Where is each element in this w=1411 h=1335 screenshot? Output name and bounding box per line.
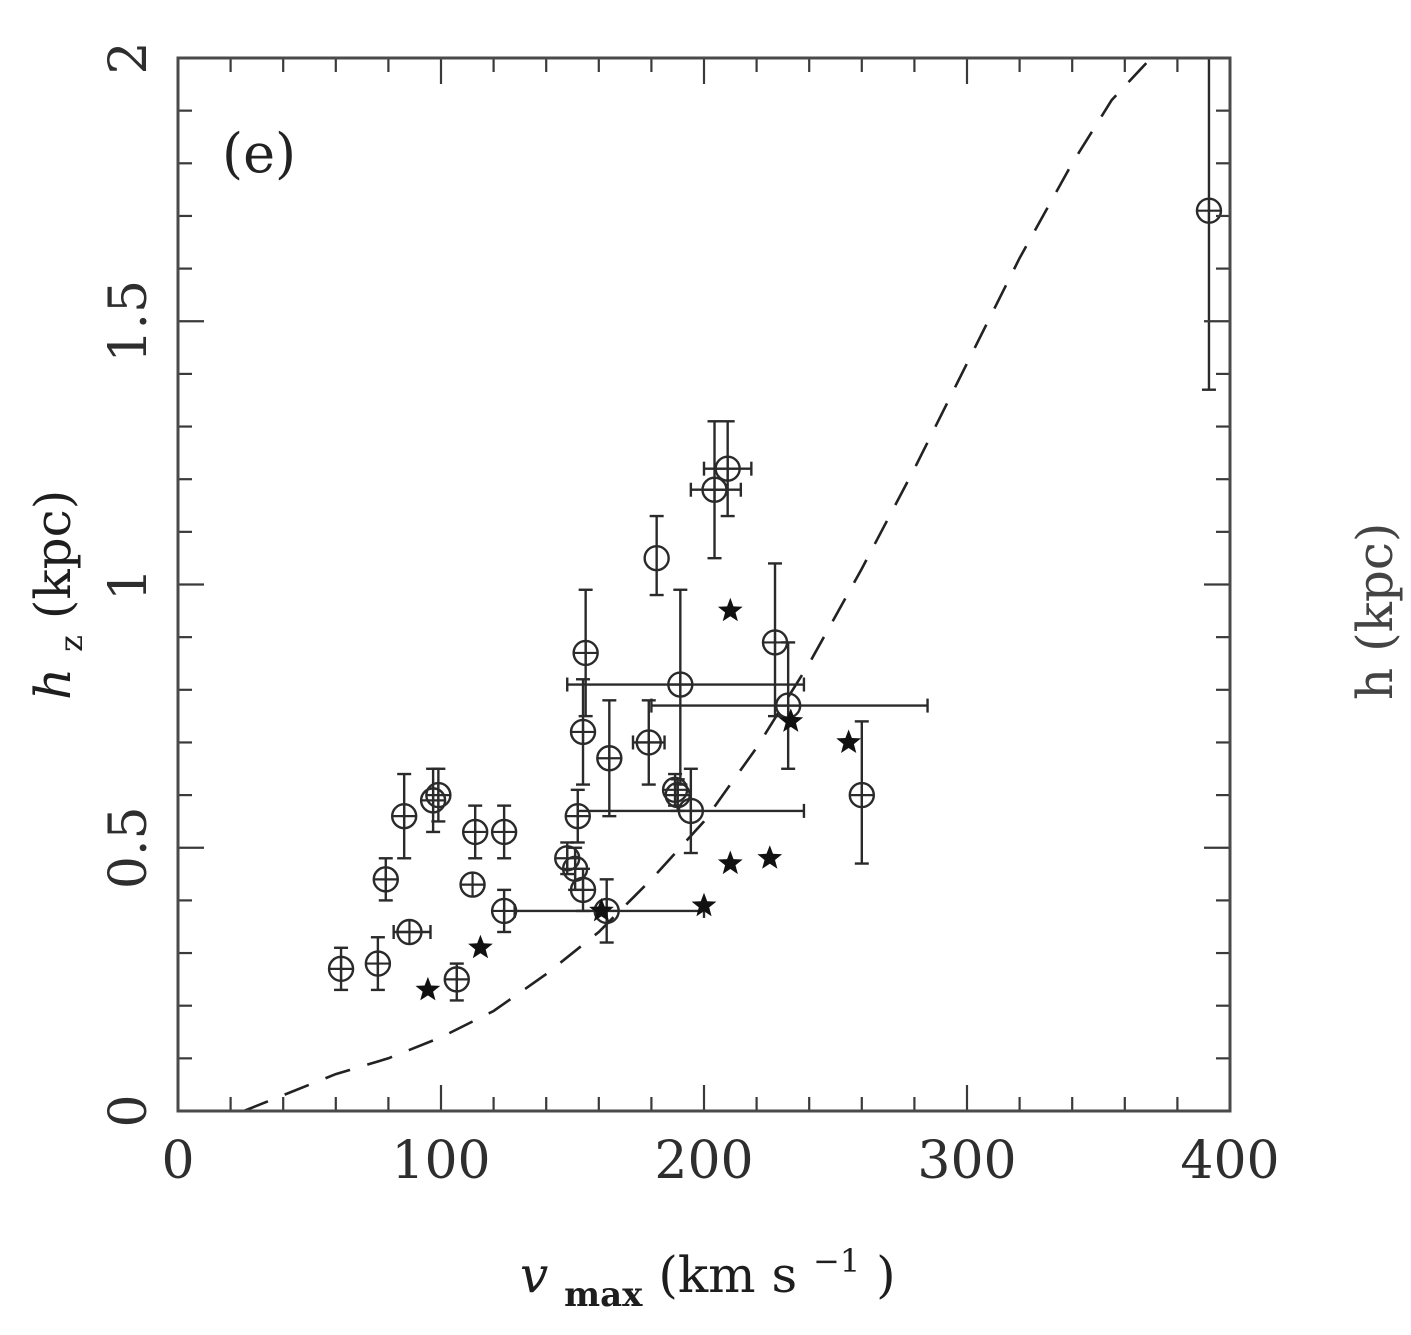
data-point-star xyxy=(468,934,493,959)
data-point-star xyxy=(757,845,783,869)
data-point-star xyxy=(589,897,614,922)
x-axis-label-sup: −1 xyxy=(813,1242,860,1280)
y-tick-label: 0 xyxy=(99,1094,159,1127)
data-point-star xyxy=(717,597,743,622)
y-tick-label: 2 xyxy=(99,41,159,74)
data-point-star xyxy=(778,708,804,732)
x-axis-label: v max (km s −1 ) xyxy=(520,1226,896,1318)
data-point-star xyxy=(415,976,441,1001)
data-point-star xyxy=(691,892,717,917)
x-axis-label-sub: max xyxy=(564,1275,643,1315)
marker-layer xyxy=(327,197,1223,1001)
x-axis-label-close: ) xyxy=(876,1246,896,1304)
x-axis-label-units: (km s xyxy=(658,1246,797,1304)
axis-ticks xyxy=(176,56,1232,1113)
y-axis-label: h z (kpc) xyxy=(24,490,94,700)
x-tick-label: 400 xyxy=(1180,1131,1279,1191)
model-curve xyxy=(243,57,1153,1113)
model-curve-layer xyxy=(243,57,1153,1113)
plot-frame xyxy=(176,56,1232,1113)
y-axis-label-sub: z xyxy=(52,635,90,652)
y-tick-label: 1 xyxy=(99,568,159,601)
data-point-star xyxy=(717,850,743,875)
x-tick-label: 0 xyxy=(161,1131,194,1191)
y-tick-label: 0.5 xyxy=(99,806,159,889)
data-point-star xyxy=(836,729,861,753)
y-axis-label-units: (kpc) xyxy=(24,490,82,619)
data-point-circle xyxy=(643,544,670,572)
y-tick-label: 1.5 xyxy=(99,280,159,363)
y-axis-label-main: h xyxy=(24,668,82,700)
x-tick-label: 300 xyxy=(917,1131,1016,1191)
panel-label: (e) xyxy=(222,122,296,185)
tick-labels: 0 100 200 300 400 0 0.5 1 1.5 2 xyxy=(99,41,1280,1191)
x-axis-label-main: v xyxy=(520,1246,548,1304)
x-tick-label: 100 xyxy=(391,1131,490,1191)
adjacent-panel-label-fragment: h (kpc) xyxy=(1346,523,1404,700)
x-tick-label: 200 xyxy=(654,1131,753,1191)
